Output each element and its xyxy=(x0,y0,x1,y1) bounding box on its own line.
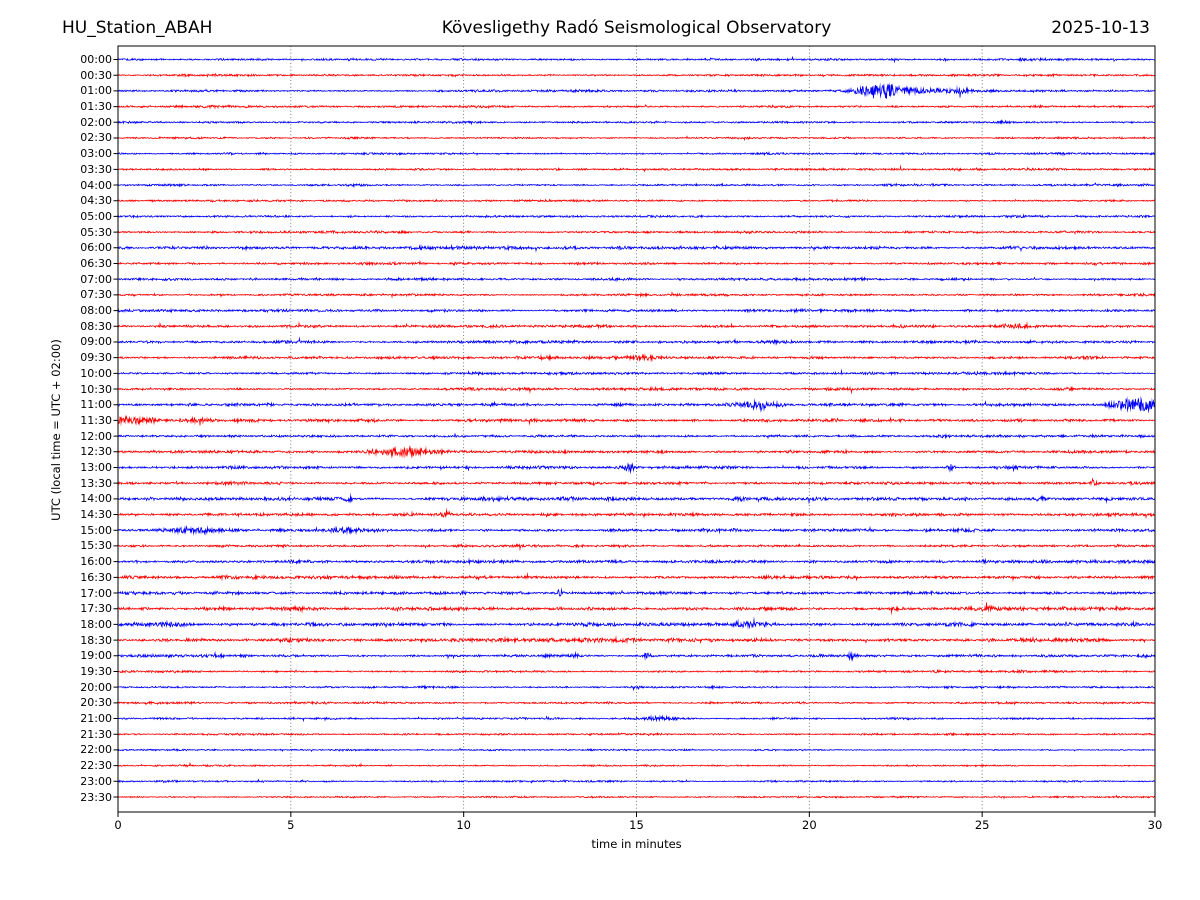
x-tick-label: 20 xyxy=(802,818,817,832)
y-tick-label: 04:00 xyxy=(80,178,112,192)
x-axis-label: time in minutes xyxy=(591,837,682,851)
y-tick-label: 08:00 xyxy=(80,304,112,318)
y-tick-label: 15:30 xyxy=(80,539,112,553)
y-tick-label: 11:00 xyxy=(80,398,112,412)
y-tick-label: 23:00 xyxy=(80,774,112,788)
x-tick-label: 15 xyxy=(629,818,644,832)
y-tick-label: 21:00 xyxy=(80,712,112,726)
x-tick-label: 10 xyxy=(456,818,471,832)
y-tick-label: 14:00 xyxy=(80,492,112,506)
observatory-title: Kövesligethy Radó Seismological Observat… xyxy=(441,18,832,38)
y-tick-label: 15:00 xyxy=(80,523,112,537)
y-tick-label: 03:30 xyxy=(80,162,112,176)
y-tick-label: 06:30 xyxy=(80,256,112,270)
y-tick-label: 09:30 xyxy=(80,351,112,365)
y-tick-label: 19:30 xyxy=(80,664,112,678)
x-tick-label: 0 xyxy=(114,818,122,832)
y-tick-label: 10:30 xyxy=(80,382,112,396)
x-tick-label: 30 xyxy=(1147,818,1163,832)
y-tick-label: 22:00 xyxy=(80,743,112,757)
y-tick-label: 21:30 xyxy=(80,727,112,741)
station-title: HU_Station_ABAH xyxy=(62,18,213,38)
date-title: 2025-10-13 xyxy=(1051,18,1150,38)
y-tick-label: 20:00 xyxy=(80,680,112,694)
y-tick-label: 18:30 xyxy=(80,633,112,647)
y-tick-label: 11:30 xyxy=(80,413,112,427)
y-tick-label: 03:00 xyxy=(80,147,112,161)
y-tick-label: 06:00 xyxy=(80,241,112,255)
y-tick-label: 13:00 xyxy=(80,460,112,474)
y-tick-label: 08:30 xyxy=(80,319,112,333)
y-tick-label: 16:30 xyxy=(80,570,112,584)
y-tick-label: 18:00 xyxy=(80,617,112,631)
y-tick-label: 17:00 xyxy=(80,586,112,600)
y-tick-label: 02:00 xyxy=(80,115,112,129)
y-tick-label: 00:30 xyxy=(80,68,112,82)
y-tick-label: 17:30 xyxy=(80,602,112,616)
y-tick-label: 20:30 xyxy=(80,696,112,710)
y-tick-label: 07:30 xyxy=(80,288,112,302)
y-tick-label: 22:30 xyxy=(80,759,112,773)
y-tick-label: 23:30 xyxy=(80,790,112,804)
y-tick-label: 01:30 xyxy=(80,100,112,114)
x-tick-label: 5 xyxy=(287,818,295,832)
y-tick-label: 14:30 xyxy=(80,508,112,522)
y-tick-label: 00:00 xyxy=(80,53,112,66)
y-tick-label: 10:00 xyxy=(80,366,112,380)
y-tick-label: 19:00 xyxy=(80,649,112,663)
x-tick-label: 25 xyxy=(974,818,990,832)
y-tick-label: 12:30 xyxy=(80,445,112,459)
y-tick-label: 01:00 xyxy=(80,84,112,98)
y-tick-label: 05:00 xyxy=(80,209,112,223)
y-tick-label: 12:00 xyxy=(80,429,112,443)
y-tick-label: 04:30 xyxy=(80,194,112,208)
y-tick-label: 16:00 xyxy=(80,555,112,569)
y-tick-label: 13:30 xyxy=(80,476,112,490)
y-tick-label: 05:30 xyxy=(80,225,112,239)
y-tick-label: 07:00 xyxy=(80,272,112,286)
y-tick-label: 02:30 xyxy=(80,131,112,145)
y-tick-label: 09:00 xyxy=(80,335,112,349)
